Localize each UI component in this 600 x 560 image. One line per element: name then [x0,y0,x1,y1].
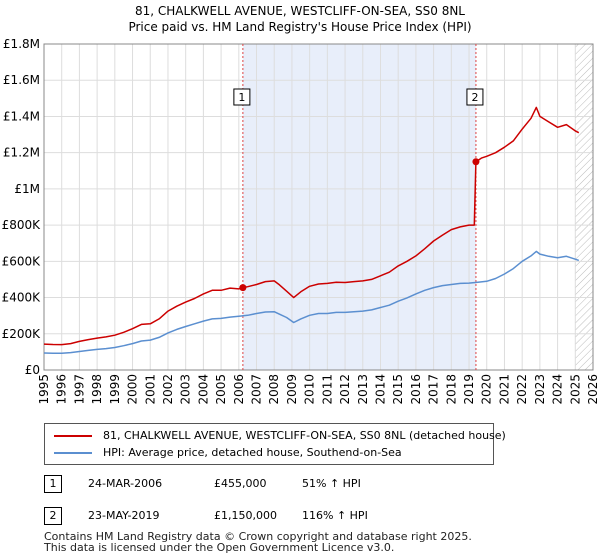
y-tick-label: £1.6M [3,73,40,87]
sale-date: 23-MAY-2019 [88,509,160,522]
sale-marker-badge: 2 [44,507,62,525]
ownership-band [242,44,476,370]
x-tick-label: 1999 [108,374,122,405]
legend: 81, CHALKWELL AVENUE, WESTCLIFF-ON-SEA, … [44,423,506,465]
legend-swatch-property [54,435,92,437]
sale-label-1: 1 [238,91,245,104]
x-tick-label: 2021 [497,374,511,405]
sale-hpi-change: 116% ↑ HPI [302,509,368,522]
y-tick-label: £200K [2,327,42,341]
x-tick-label: 1998 [90,374,104,405]
x-tick-label: 2013 [356,374,370,405]
x-tick-label: 2007 [250,374,264,405]
x-tick-label: 2003 [179,374,193,405]
y-tick-label: £600K [2,254,42,268]
y-tick-label: £1M [14,182,40,196]
x-tick-label: 2026 [586,374,600,405]
sale-marker-badge: 1 [44,475,62,493]
footer-licence: This data is licensed under the Open Gov… [44,541,395,554]
x-tick-label: 2016 [409,374,423,405]
legend-label-property: 81, CHALKWELL AVENUE, WESTCLIFF-ON-SEA, … [103,429,506,442]
x-tick-label: 2022 [515,374,529,405]
x-tick-label: 2001 [143,374,157,405]
sale-label-box-1 [233,88,251,106]
future-hatch [575,44,593,370]
sale-label-2: 2 [471,91,478,104]
y-tick-label: £1.4M [3,109,40,123]
x-tick-label: 2000 [126,374,140,405]
y-tick-label: £800K [2,218,42,232]
legend-label-hpi: HPI: Average price, detached house, Sout… [103,446,402,459]
sale-label-box-2 [466,88,484,106]
legend-swatch-hpi [54,452,92,454]
x-tick-label: 2019 [462,374,476,405]
chart-title: 81, CHALKWELL AVENUE, WESTCLIFF-ON-SEA, … [135,4,465,18]
x-tick-label: 2005 [214,374,228,405]
x-tick-label: 2023 [533,374,547,405]
x-tick-label: 2014 [373,374,387,405]
sale-date: 24-MAR-2006 [88,477,163,490]
x-tick-label: 2004 [196,374,210,405]
sale-price: £1,150,000 [214,509,277,522]
x-tick-label: 2010 [303,374,317,405]
x-tick-label: 2018 [444,374,458,405]
x-tick-label: 2025 [568,374,582,405]
sale-point-1 [239,284,247,292]
y-tick-label: £0 [25,363,40,377]
x-tick-label: 2009 [285,374,299,405]
chart-subtitle: Price paid vs. HM Land Registry's House … [128,20,471,34]
footer-copyright: Contains HM Land Registry data © Crown c… [44,530,472,543]
x-tick-label: 2002 [161,374,175,405]
x-tick-label: 1996 [55,374,69,405]
plot-border [43,43,594,371]
sale-price: £455,000 [214,477,267,490]
y-tick-label: £1.8M [3,37,40,51]
x-tick-label: 2015 [391,374,405,405]
x-tick-label: 2006 [232,374,246,405]
x-tick-label: 2024 [551,374,565,405]
series-line-hpi [43,250,580,354]
x-tick-label: 1995 [37,374,51,405]
x-tick-label: 2012 [338,374,352,405]
y-tick-label: £400K [2,291,42,305]
x-tick-label: 2011 [320,374,334,405]
x-tick-label: 2017 [427,374,441,405]
series-line-property [43,106,580,346]
y-tick-label: £1.2M [3,146,40,160]
x-tick-label: 2008 [267,374,281,405]
price-chart: 81, CHALKWELL AVENUE, WESTCLIFF-ON-SEA, … [2,4,600,405]
footer: Contains HM Land Registry data © Crown c… [44,531,472,553]
x-tick-label: 1997 [72,374,86,405]
sale-point-2 [472,158,480,166]
sale-hpi-change: 51% ↑ HPI [302,477,361,490]
x-tick-label: 2020 [480,374,494,405]
